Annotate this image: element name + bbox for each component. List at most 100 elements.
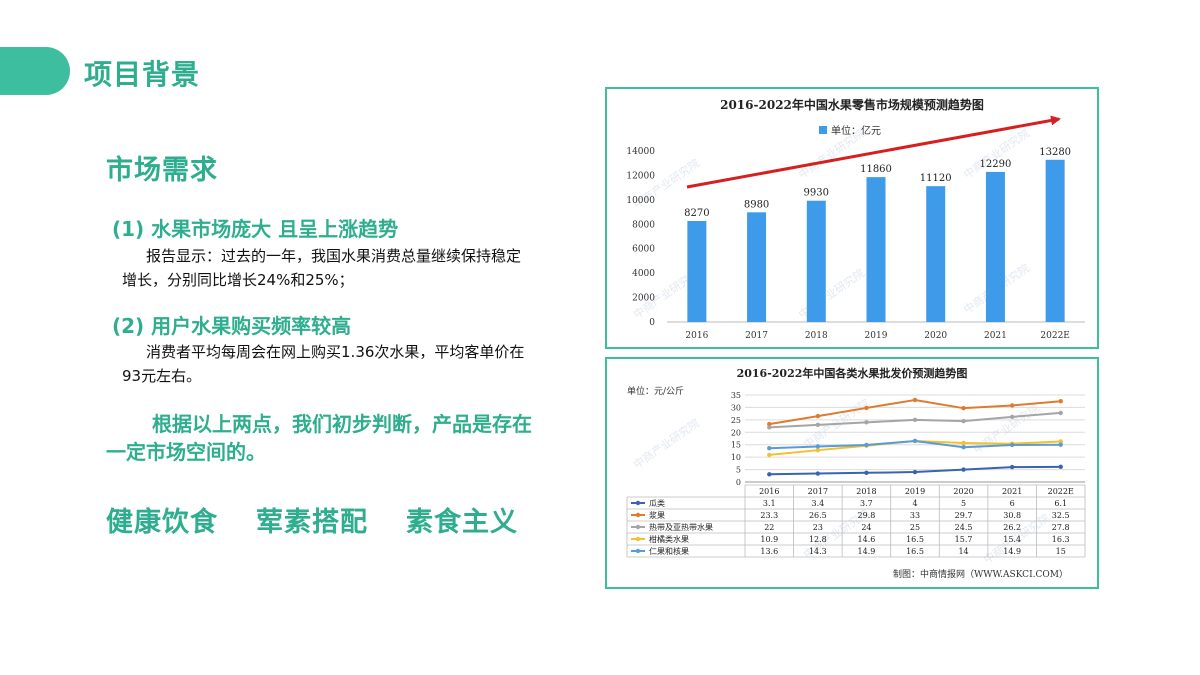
chart2-data-point [1058, 439, 1063, 444]
chart2-data-point [815, 471, 821, 476]
chart2-data-point [1009, 464, 1015, 470]
chart2-x-tick-label: 2019 [905, 487, 925, 496]
section-title: 市场需求 [106, 155, 218, 186]
chart2-table-value: 12.8 [809, 535, 827, 544]
wholesale-price-chart-panel: 中商产业研究院 中商产业研究院 中商产业研究院 中商产业研究院 中商产业研究院 2016… [605, 357, 1099, 589]
chart2-table-value: 26.5 [809, 511, 827, 520]
chart2-table-value: 3.4 [811, 499, 824, 508]
chart2-data-point [767, 445, 772, 451]
chart2-table-value: 14.3 [809, 547, 827, 556]
chart1-data-label: 11120 [920, 173, 952, 184]
chart1-y-tick-label: 6000 [632, 245, 655, 255]
chart2-data-point [864, 405, 869, 411]
chart2-data-point [1009, 442, 1015, 448]
chart1-bar [1045, 159, 1065, 322]
chart2-legend-label: 柑橘类水果 [649, 534, 689, 544]
chart2-legend-label: 仁果和核果 [649, 546, 689, 556]
chart2-x-tick-label: 2017 [808, 487, 828, 496]
chart2-y-tick-label: 15 [731, 441, 741, 450]
point2-body: 消费者平均每周会在网上购买1.36次水果，平均客单价在93元左右。 [122, 343, 525, 385]
chart2-data-point [912, 438, 918, 444]
chart2-data-point [815, 444, 821, 449]
chart1-x-tick-label: 2020 [924, 331, 947, 341]
keyword-row: 健康饮食 荤素搭配 素食主义 [106, 500, 556, 539]
chart2-data-point [767, 472, 772, 477]
chart1-y-tick-label: 10000 [626, 196, 655, 206]
chart2-table-value: 32.5 [1052, 511, 1070, 520]
chart2-x-tick-label: 2016 [759, 487, 779, 496]
chart1-bar [866, 177, 886, 322]
chart1-x-tick-label: 2022E [1040, 331, 1069, 341]
chart2-data-point [961, 445, 966, 450]
chart2-data-point [864, 442, 869, 448]
chart2-y-tick-label: 10 [731, 453, 741, 462]
chart1-data-label: 11860 [860, 164, 892, 175]
chart2-unit-label: 单位：元/公斤 [627, 385, 684, 397]
chart2-data-point [1058, 442, 1063, 447]
chart2-table-value: 24 [861, 523, 871, 532]
chart2-data-point [815, 422, 821, 428]
chart2-table-value: 15 [1056, 547, 1066, 556]
chart1-legend-label: 单位：亿元 [831, 124, 881, 137]
chart2-data-point [912, 397, 918, 403]
chart2-data-point [1009, 403, 1015, 408]
chart1-x-tick-label: 2019 [865, 331, 888, 341]
chart1-y-tick-label: 14000 [626, 147, 655, 157]
chart2-y-tick-label: 5 [736, 466, 741, 475]
chart2-data-point [767, 425, 772, 430]
chart1-y-tick-label: 0 [649, 318, 655, 328]
keyword-balanced-diet: 荤素搭配 [256, 507, 368, 538]
chart2-y-tick-label: 0 [736, 478, 741, 487]
chart2-table-value: 16.5 [906, 547, 924, 556]
chart2-table-value: 15.7 [955, 535, 973, 544]
chart1-y-tick-label: 2000 [632, 294, 655, 304]
chart1-bar [806, 200, 826, 322]
point1-title: (1) 水果市场庞大 且呈上涨趋势 [112, 217, 399, 241]
chart2-data-point [767, 452, 772, 458]
chart2-legend-label: 浆果 [649, 510, 665, 520]
chart2-data-point [1058, 464, 1063, 470]
point2-title: (2) 用户水果购买频率较高 [112, 314, 352, 338]
chart1-x-tick-label: 2021 [984, 331, 1007, 341]
header-accent-tab [0, 47, 70, 95]
chart1-data-label: 8980 [744, 199, 769, 210]
page-title: 项目背景 [84, 58, 201, 91]
chart2-legend-marker [635, 536, 641, 542]
chart2-table-value: 33 [910, 511, 920, 520]
chart2-source: 制图：中商情报网（WWW.ASKCI.COM） [893, 568, 1068, 580]
chart1-data-label: 13280 [1039, 147, 1071, 158]
chart2-table-value: 24.5 [955, 523, 973, 532]
chart1-y-tick-label: 12000 [626, 171, 655, 181]
chart1-data-label: 8270 [684, 208, 709, 219]
chart2-data-point [767, 421, 772, 427]
chart1-data-label: 9930 [804, 188, 829, 199]
chart2-table-value: 26.2 [1003, 523, 1021, 532]
chart2-data-point [961, 440, 966, 446]
chart2-table-value: 23 [813, 523, 823, 532]
chart1-x-tick-label: 2018 [805, 331, 828, 341]
chart1-bar [926, 186, 946, 322]
chart2-table-value: 15.4 [1003, 535, 1021, 544]
chart2-table-value: 3.7 [860, 499, 873, 508]
trend-arrow [686, 115, 1061, 189]
chart2-y-tick-label: 20 [731, 428, 741, 437]
chart2-x-tick-label: 2018 [856, 487, 876, 496]
point1-body: 报告显示：过去的一年，我国水果消费总量继续保持稳定增长，分别同比增长24%和25… [122, 247, 522, 289]
chart2-y-tick-label: 30 [731, 403, 741, 412]
chart2-table-value: 14.9 [858, 547, 876, 556]
chart1-title: 2016-2022年中国水果零售市场规模预测趋势图 [720, 97, 984, 112]
chart2-data-point [961, 418, 966, 424]
watermark-text: 中商产业研究院 [796, 266, 867, 322]
chart2-table-value: 4 [912, 499, 917, 508]
chart2-x-tick-label: 2020 [953, 487, 973, 496]
chart2-y-tick-label: 35 [731, 391, 741, 400]
chart2-table-value: 29.8 [858, 511, 876, 520]
chart2-data-point [961, 405, 966, 411]
chart1-y-tick-label: 8000 [632, 220, 655, 230]
market-size-chart-panel: 中商产业研究院中商产业研究院中商产业研究院中商产业研究院中商产业研究院中商产业研… [605, 87, 1099, 349]
chart2-table-value: 27.8 [1052, 523, 1070, 532]
chart2-legend-marker [635, 512, 641, 518]
chart2-data-point [864, 420, 869, 425]
chart1-bar [687, 220, 707, 322]
chart2-data-point [1058, 410, 1063, 416]
